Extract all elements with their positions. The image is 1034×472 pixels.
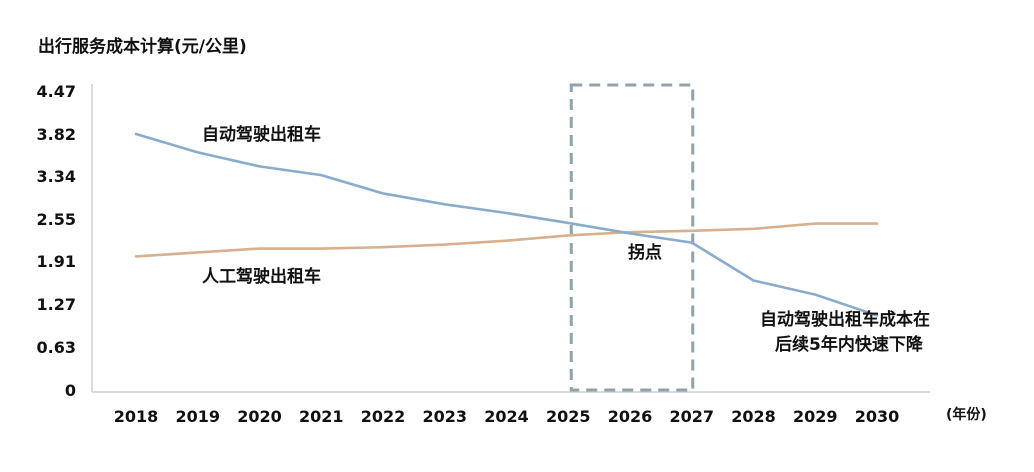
x-tick-label: 2029 xyxy=(793,407,838,426)
y-tick-label: 2.55 xyxy=(37,210,76,229)
series-label-autonomous-taxi: 自动驾驶出租车 xyxy=(202,124,321,145)
x-tick-label: 2024 xyxy=(484,407,529,426)
y-tick-label: 3.34 xyxy=(37,167,76,186)
x-tick-label: 2021 xyxy=(299,407,344,426)
x-tick-label: 2026 xyxy=(608,407,653,426)
x-tick-label: 2025 xyxy=(546,407,591,426)
series-line-manual-taxi xyxy=(134,222,879,258)
y-tick-label: 4.47 xyxy=(37,82,76,101)
inflection-highlight-box xyxy=(569,83,695,392)
y-tick-label: 3.82 xyxy=(37,125,76,144)
y-tick-label: 1.27 xyxy=(37,295,76,314)
annotation-line-2: 后续5年内快速下降 xyxy=(775,334,924,355)
x-tick-label: 2019 xyxy=(175,407,220,426)
y-tick-label: 0.63 xyxy=(37,338,76,357)
y-axis-title: 出行服务成本计算(元/公里) xyxy=(38,36,247,57)
x-tick-label: 2028 xyxy=(731,407,776,426)
y-tick-label: 1.91 xyxy=(37,252,76,271)
x-tick-label: 2018 xyxy=(114,407,159,426)
series-line-autonomous-taxi xyxy=(134,132,879,317)
x-tick-label: 2020 xyxy=(237,407,282,426)
series-label-manual-taxi: 人工驾驶出租车 xyxy=(202,266,321,287)
x-tick-label: 2022 xyxy=(361,407,406,426)
x-axis-unit: (年份) xyxy=(946,406,987,423)
y-tick-label: 0 xyxy=(65,381,76,400)
x-tick-label: 2030 xyxy=(855,407,900,426)
x-tick-label: 2027 xyxy=(669,407,714,426)
annotation-line-1: 自动驾驶出租车成本在 xyxy=(760,309,930,330)
x-tick-label: 2023 xyxy=(422,407,467,426)
inflection-label: 拐点 xyxy=(628,242,662,263)
